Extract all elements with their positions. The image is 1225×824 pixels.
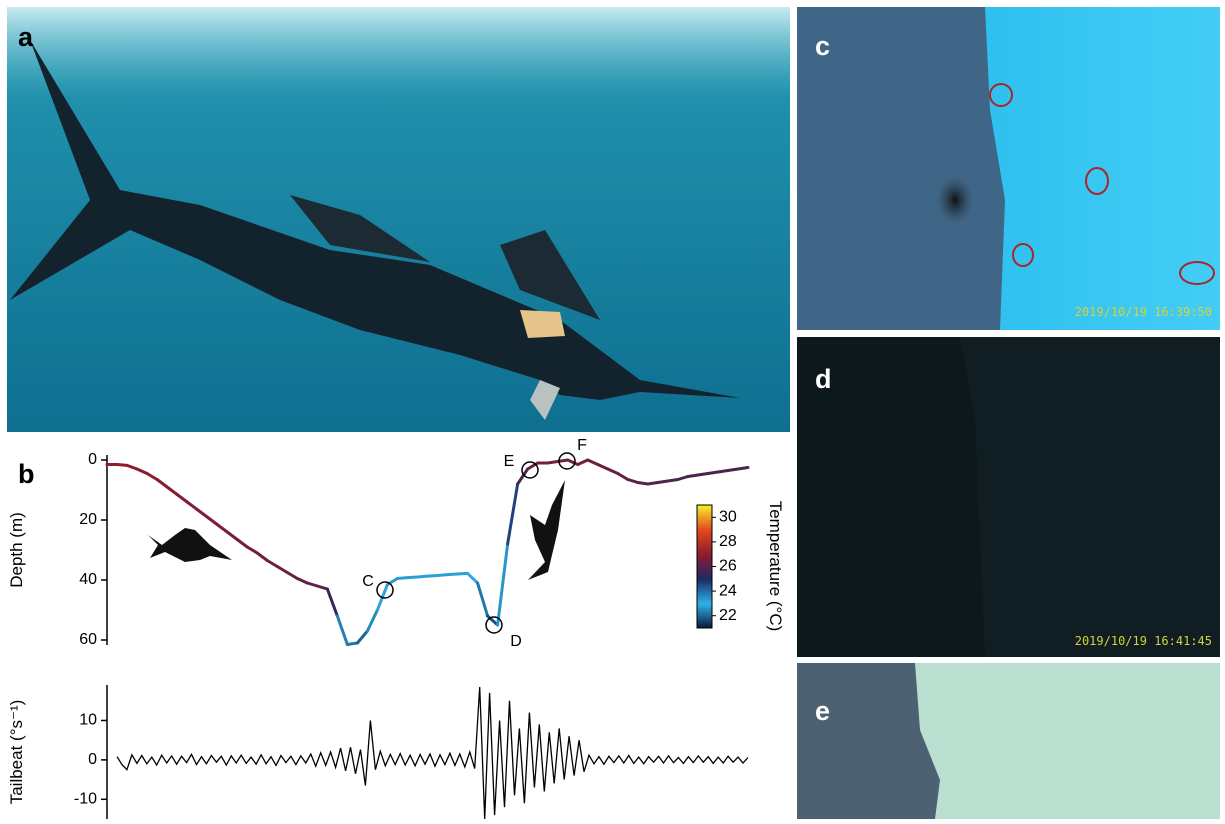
depth-segment [718, 471, 728, 473]
depth-segment [397, 578, 407, 579]
annotation: C [362, 573, 374, 590]
photo-c: 2019/10/19 16:39:50 [797, 7, 1220, 330]
depth-segment [508, 484, 518, 544]
photo-d: 2019/10/19 16:41:45 [797, 337, 1220, 657]
y-tick-label: -10 [74, 791, 97, 808]
timestamp: 2019/10/19 16:39:50 [1075, 305, 1212, 319]
panel-label: a [18, 22, 34, 52]
depth-segment [417, 576, 427, 577]
y-tick-label: 0 [88, 451, 97, 468]
depth-segment [608, 469, 618, 474]
depth-segment [498, 544, 508, 625]
depth-segment [618, 474, 628, 480]
depth-segment [668, 480, 678, 482]
panel-label: b [18, 459, 35, 489]
depth-segment [187, 502, 197, 510]
depth-segment [267, 561, 277, 567]
depth-segment [367, 610, 377, 631]
depth-segment [227, 532, 237, 540]
depth-segment [548, 462, 558, 464]
depth-segment [257, 553, 267, 561]
depth-segment [297, 579, 307, 584]
y-axis-label: Tailbeat (°s⁻¹) [7, 700, 26, 805]
depth-segment [628, 480, 638, 483]
annotation-circle [486, 617, 502, 633]
depth-segment [688, 475, 698, 477]
figure: 2019/10/19 16:39:50 2019/10/19 16:41:45 … [0, 0, 1225, 819]
depth-segment [127, 465, 137, 469]
depth-segment [428, 576, 438, 577]
depth-segment [658, 481, 668, 483]
depth-segment [337, 616, 347, 645]
photo-e [797, 663, 1220, 819]
depth-segment [207, 517, 217, 525]
y-tick-label: 20 [79, 511, 97, 528]
panel-label: e [815, 696, 830, 726]
depth-segment [448, 574, 458, 575]
y-axis-label: Depth (m) [7, 512, 26, 588]
depth-segment [247, 547, 257, 553]
depth-segment [277, 567, 287, 573]
depth-segment [728, 469, 738, 471]
depth-segment [157, 480, 167, 488]
depth-segment [468, 573, 478, 583]
panel-label: c [815, 31, 830, 61]
fish-icon [528, 480, 565, 580]
depth-segment [568, 460, 578, 465]
depth-segment [738, 468, 748, 470]
depth-segment [327, 589, 337, 616]
y-tick-label: 0 [88, 751, 97, 768]
depth-segment [648, 483, 658, 485]
colorbar-label: Temperature (°C) [766, 501, 785, 632]
timestamp: 2019/10/19 16:41:45 [1075, 634, 1212, 648]
annotation: F [577, 437, 587, 454]
depth-segment [287, 573, 297, 579]
depth-segment [638, 483, 648, 485]
depth-segment [137, 469, 147, 474]
tailbeat-line [117, 687, 748, 819]
depth-segment [478, 583, 488, 616]
y-tick-label: 10 [79, 712, 97, 729]
depth-segment [167, 487, 177, 495]
annotation-circle [522, 462, 538, 478]
colorbar-tick-label: 26 [719, 558, 737, 575]
colorbar-tick-label: 24 [719, 582, 737, 599]
depth-segment [237, 540, 247, 548]
depth-segment [307, 583, 317, 586]
depth-segment [147, 474, 157, 480]
depth-segment [117, 465, 127, 466]
colorbar-tick-label: 30 [719, 509, 737, 526]
panel-label: d [815, 364, 832, 394]
colorbar-tick-label: 28 [719, 533, 737, 550]
depth-segment [578, 460, 588, 465]
fish-icon [148, 528, 232, 562]
depth-segment [357, 631, 367, 643]
depth-segment [438, 575, 448, 576]
depth-segment [197, 510, 207, 518]
depth-segment [177, 495, 187, 503]
depth-segment [347, 643, 357, 645]
depth-segment [217, 525, 227, 533]
depth-segment [698, 474, 708, 476]
depth-segment [588, 460, 598, 465]
depth-segment [678, 477, 688, 480]
depth-segment [317, 586, 327, 589]
depth-segment [458, 573, 468, 574]
annotation: D [510, 633, 522, 650]
annotation: E [504, 453, 515, 470]
colorbar-tick-label: 22 [719, 607, 737, 624]
depth-segment [708, 472, 718, 474]
depth-segment [598, 465, 608, 470]
depth-segment [407, 577, 417, 578]
y-tick-label: 60 [79, 631, 97, 648]
y-tick-label: 40 [79, 571, 97, 588]
photo-a [7, 7, 790, 432]
